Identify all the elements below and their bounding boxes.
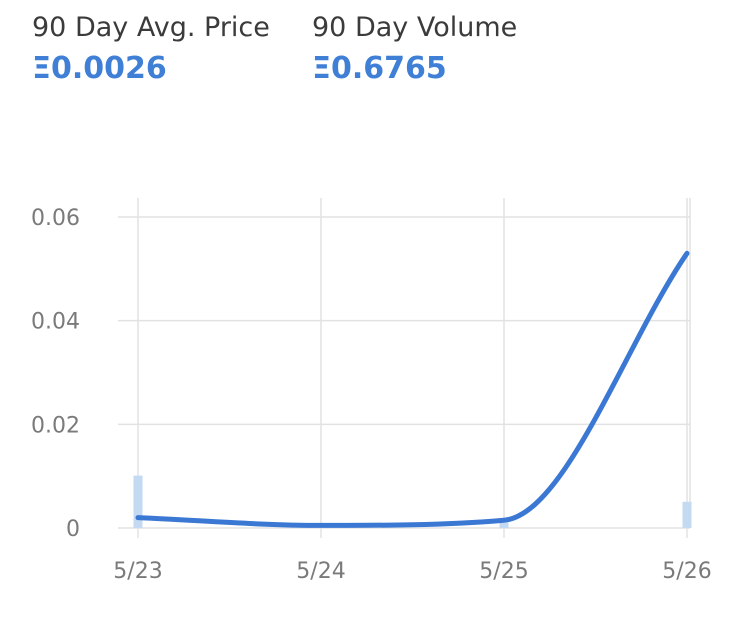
volume-value: Ξ0.6765	[312, 51, 447, 86]
avg-price-label: 90 Day Avg. Price	[32, 12, 270, 43]
avg-price-value: Ξ0.0026	[32, 51, 167, 86]
volume-bars	[133, 475, 692, 528]
volume-bar	[682, 501, 692, 528]
chart-grid	[118, 198, 691, 538]
volume-bar	[499, 522, 509, 528]
volume-bar	[133, 475, 143, 528]
x-axis-labels: 5/23 5/24 5/25 5/26	[113, 559, 711, 584]
x-tick-label: 5/24	[296, 559, 345, 584]
price-line-layer	[135, 250, 690, 528]
y-tick-label: 0.02	[31, 413, 80, 438]
avg-price-stat: 90 Day Avg. Price Ξ0.0026	[32, 12, 270, 88]
price-line	[135, 250, 690, 528]
y-tick-label: 0	[66, 517, 80, 542]
volume-label: 90 Day Volume	[312, 12, 518, 43]
x-tick-label: 5/26	[662, 559, 711, 584]
x-tick-label: 5/23	[113, 559, 162, 584]
x-tick-label: 5/25	[479, 559, 528, 584]
volume-stat: 90 Day Volume Ξ0.6765	[312, 12, 517, 88]
y-tick-label: 0.06	[31, 206, 80, 231]
y-tick-label: 0.04	[31, 310, 80, 335]
y-axis-labels: 0 0.02 0.04 0.06	[31, 206, 80, 542]
